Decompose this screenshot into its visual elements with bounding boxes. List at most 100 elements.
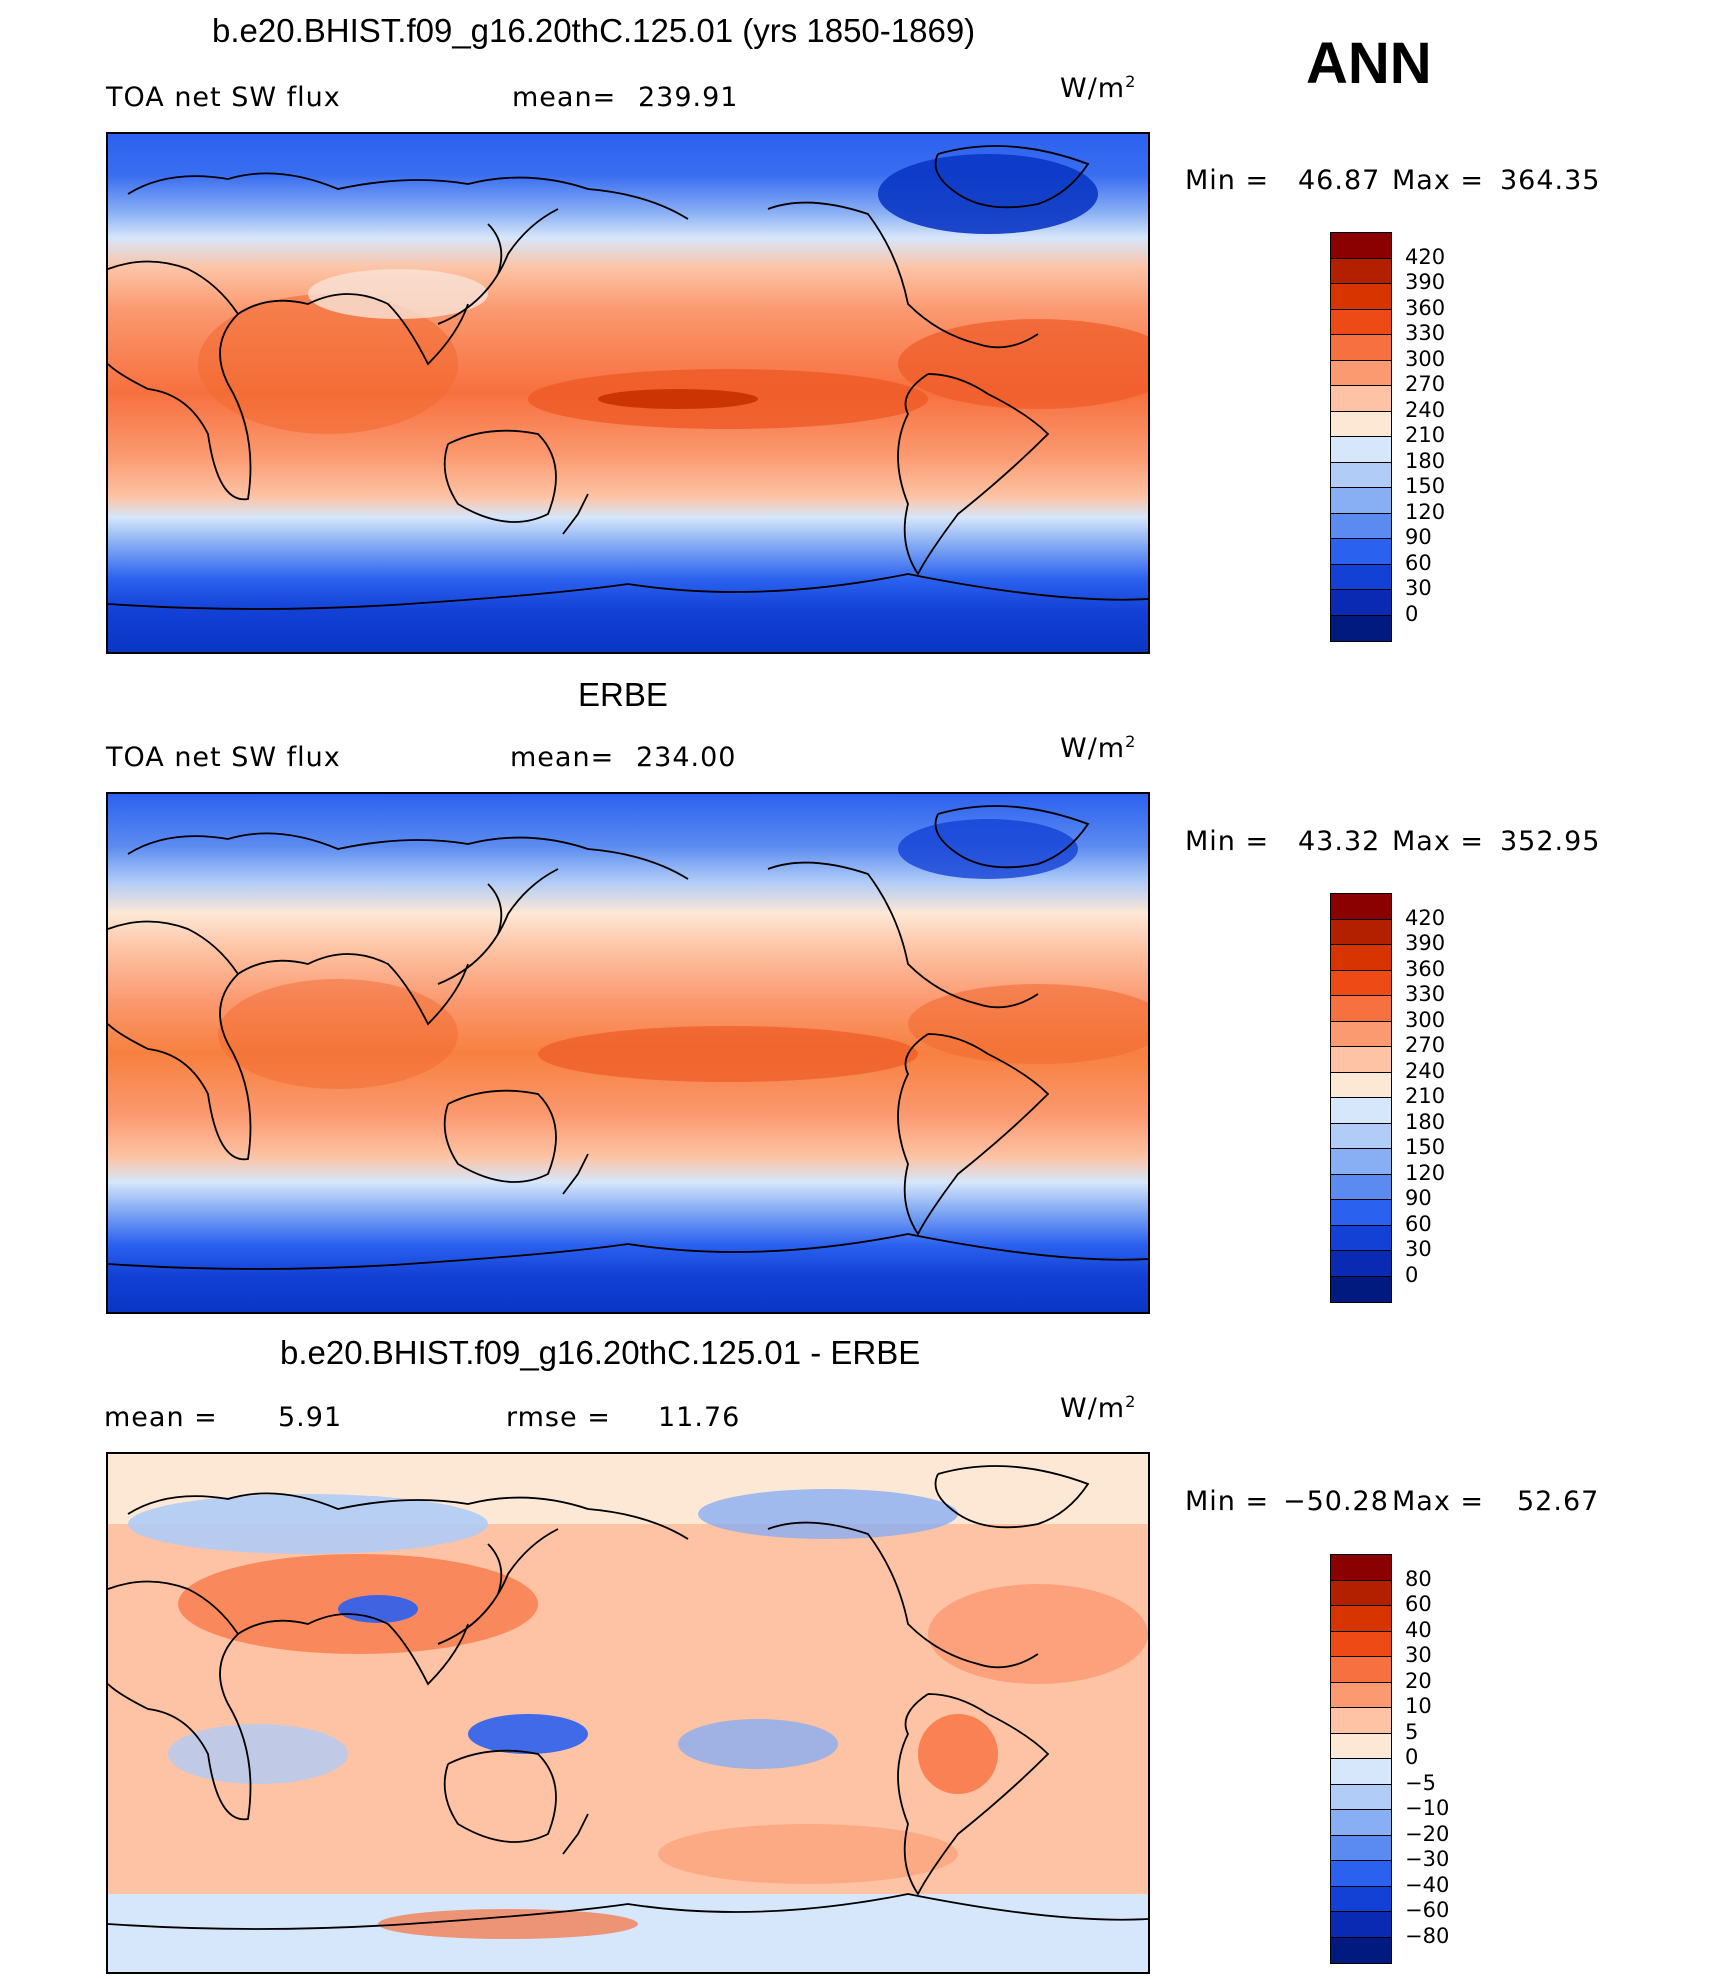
colorbar-box: [1331, 1657, 1391, 1683]
panel-2-units: W/m2: [1060, 732, 1137, 764]
colorbar-box: [1331, 1937, 1391, 1963]
panel-1-coastlines: [108, 145, 1148, 610]
panel-2-title: ERBE: [578, 676, 668, 713]
colorbar-tick-label: 90: [1405, 525, 1432, 549]
colorbar-tick-label: 270: [1405, 1033, 1446, 1057]
panel-1-max-label: Max =: [1392, 165, 1485, 196]
colorbar-box: [1331, 1708, 1391, 1734]
panel-3-coastlines: [108, 1465, 1148, 1930]
colorbar-tick-label: 210: [1405, 1084, 1446, 1108]
colorbar-tick-label: 80: [1405, 1566, 1432, 1591]
colorbar-tick-label: 240: [1405, 397, 1446, 422]
colorbar-box: [1331, 1123, 1391, 1149]
panel-1-colorbar: [1330, 232, 1392, 642]
colorbar-box: [1331, 360, 1391, 386]
colorbar-tick-label: −80: [1405, 1923, 1450, 1948]
panel-1-mean-label: mean=: [512, 82, 617, 113]
panel-2-max-label: Max =: [1392, 826, 1485, 857]
colorbar-tick-label: 20: [1405, 1668, 1432, 1693]
colorbar-tick-label: −5: [1405, 1770, 1436, 1795]
colorbar-box: [1331, 437, 1391, 463]
colorbar-box: [1331, 1580, 1391, 1606]
colorbar-tick-label: 90: [1405, 1186, 1432, 1210]
colorbar-tick-label: 360: [1405, 295, 1446, 320]
colorbar-box: [1331, 1784, 1391, 1810]
panel-3-units: W/m2: [1060, 1392, 1137, 1424]
colorbar-box: [1331, 1606, 1391, 1632]
colorbar-box: [1331, 919, 1391, 945]
panel-2-min-value: 43.32: [1298, 826, 1381, 857]
colorbar-tick-label: 270: [1405, 372, 1446, 396]
colorbar-box: [1331, 258, 1391, 284]
colorbar-tick-label: −40: [1405, 1872, 1450, 1897]
colorbar-box: [1331, 1886, 1391, 1912]
panel-1-mean-value: 239.91: [638, 82, 739, 113]
panel-1-variable-label: TOA net SW flux: [106, 82, 341, 113]
colorbar-box: [1331, 309, 1391, 335]
colorbar-box: [1331, 1072, 1391, 1098]
panel-3-mean-label: mean =: [104, 1402, 218, 1433]
colorbar-tick-label: 40: [1405, 1617, 1432, 1642]
colorbar-box: [1331, 1098, 1391, 1124]
panel-3-max-label: Max =: [1392, 1486, 1485, 1517]
panel-2-variable-label: TOA net SW flux: [106, 742, 341, 773]
colorbar-tick-label: 120: [1405, 499, 1446, 524]
colorbar-tick-label: 150: [1405, 474, 1446, 498]
panel-3-map: [106, 1452, 1150, 1974]
colorbar-box: [1331, 1225, 1391, 1251]
colorbar-tick-label: 0: [1405, 1745, 1419, 1769]
panel-2-mean-value: 234.00: [636, 742, 737, 773]
panel-1-title: b.e20.BHIST.f09_g16.20thC.125.01 (yrs 18…: [212, 12, 976, 49]
colorbar-tick-label: 330: [1405, 321, 1446, 345]
colorbar-box: [1331, 386, 1391, 412]
colorbar-box: [1331, 539, 1391, 565]
panel-3-rmse-label: rmse =: [506, 1402, 611, 1433]
colorbar-tick-label: 0: [1405, 601, 1419, 626]
colorbar-tick-label: 5: [1405, 1719, 1419, 1744]
panel-2-mean-label: mean=: [510, 742, 615, 773]
colorbar-box: [1331, 1251, 1391, 1277]
panel-3-mean-value: 5.91: [278, 1402, 343, 1433]
colorbar-box: [1331, 996, 1391, 1022]
colorbar-tick-label: −60: [1405, 1898, 1450, 1922]
colorbar-box: [1331, 1810, 1391, 1836]
colorbar-box: [1331, 1149, 1391, 1175]
colorbar-tick-label: 360: [1405, 956, 1446, 981]
colorbar-tick-label: 10: [1405, 1694, 1432, 1718]
panel-2-min-label: Min =: [1185, 826, 1270, 857]
colorbar-tick-label: 0: [1405, 1262, 1419, 1287]
colorbar-box: [1331, 970, 1391, 996]
colorbar-box: [1331, 1174, 1391, 1200]
colorbar-box: [1331, 894, 1391, 920]
panel-1-max-value: 364.35: [1500, 165, 1601, 196]
colorbar-box: [1331, 335, 1391, 361]
colorbar-tick-label: 180: [1405, 448, 1446, 473]
colorbar-tick-label: 30: [1405, 576, 1432, 600]
colorbar-box: [1331, 233, 1391, 259]
colorbar-box: [1331, 462, 1391, 488]
panel-1-min-value: 46.87: [1298, 165, 1381, 196]
colorbar-tick-label: 120: [1405, 1160, 1446, 1185]
colorbar-box: [1331, 488, 1391, 514]
colorbar-box: [1331, 1835, 1391, 1861]
panel-1-units: W/m2: [1060, 72, 1137, 104]
colorbar-tick-label: 240: [1405, 1058, 1446, 1083]
colorbar-box: [1331, 1021, 1391, 1047]
colorbar-tick-label: 420: [1405, 905, 1446, 930]
colorbar-box: [1331, 284, 1391, 310]
colorbar-tick-label: 60: [1405, 1211, 1432, 1236]
panel-3-title: b.e20.BHIST.f09_g16.20thC.125.01 - ERBE: [280, 1334, 921, 1371]
panel-2-max-value: 352.95: [1500, 826, 1601, 857]
colorbar-tick-label: 60: [1405, 1592, 1432, 1616]
panel-3-max-value: 52.67: [1517, 1486, 1600, 1517]
panel-2-colorbar: [1330, 893, 1392, 1303]
panel-3-colorbar: [1330, 1554, 1392, 1964]
colorbar-tick-label: 30: [1405, 1237, 1432, 1261]
colorbar-box: [1331, 1759, 1391, 1785]
colorbar-box: [1331, 1555, 1391, 1581]
panel-1-map: [106, 132, 1150, 654]
colorbar-tick-label: 300: [1405, 1007, 1446, 1032]
colorbar-tick-label: 390: [1405, 931, 1446, 955]
colorbar-box: [1331, 590, 1391, 616]
panel-1-min-label: Min =: [1185, 165, 1270, 196]
